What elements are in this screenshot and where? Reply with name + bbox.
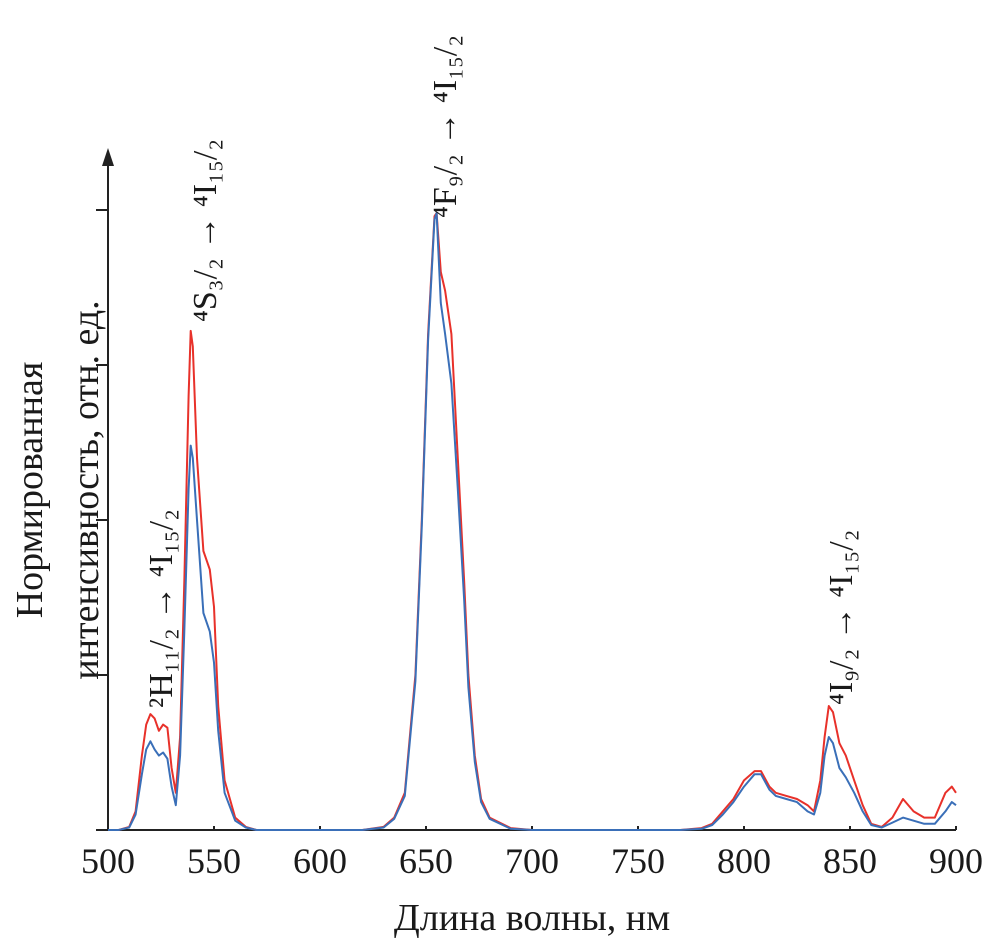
y-axis-arrow	[102, 148, 114, 166]
y-axis-title: интенсивность, отн. ед.	[65, 300, 107, 679]
x-axis-title: Длина волны, нм	[394, 897, 670, 939]
annotation: ⁴I₉/₂ → ⁴I₁₅/₂	[823, 529, 860, 705]
x-tick-label: 550	[187, 841, 241, 881]
y-axis-title: Нормированная	[9, 362, 51, 619]
x-tick-label: 900	[929, 841, 983, 881]
x-tick-label: 800	[717, 841, 771, 881]
annotation: ⁴F₉/₂ → ⁴I₁₅/₂	[427, 35, 464, 218]
annotation: ²H₁₁/₂ → ⁴I₁₅/₂	[143, 509, 180, 708]
x-tick-label: 850	[823, 841, 877, 881]
x-tick-label: 650	[399, 841, 453, 881]
x-tick-label: 600	[293, 841, 347, 881]
x-tick-label: 750	[611, 841, 665, 881]
line-series	[108, 212, 957, 831]
x-tick-label: 500	[81, 841, 135, 881]
x-tick-label: 700	[505, 841, 559, 881]
annotation: ⁴S₃/₂ → ⁴I₁₅/₂	[187, 139, 224, 322]
